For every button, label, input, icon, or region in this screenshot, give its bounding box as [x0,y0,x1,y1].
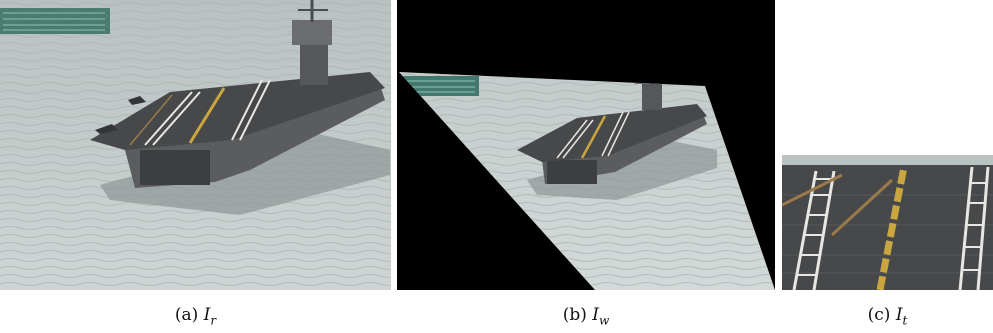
carrier-island [300,45,328,85]
panel-c-template-image [782,155,993,290]
caption-c-label: (c) [867,305,891,325]
panel-a-reference-image [0,0,391,290]
caption-c: (c) It [782,305,993,327]
caption-c-subscript: t [902,313,908,328]
caption-b-label: (b) [562,305,587,325]
yellow-centerline-template [876,166,908,290]
caption-a-symbol: I [203,305,211,325]
panel-b-warped-image [397,0,775,290]
carrier-reference-image [0,0,391,290]
deck-template-image [782,155,993,290]
yellow-centerline [188,87,226,144]
caption-b: (b) Iw [397,305,775,327]
caption-c-symbol: I [895,305,903,325]
caption-a-subscript: r [210,313,217,328]
carrier-warped-image [397,0,775,290]
caption-a: (a) Ir [0,305,391,327]
flight-deck [90,72,385,150]
caption-b-subscript: w [599,313,610,328]
caption-a-label: (a) [174,305,199,325]
caption-b-symbol: I [592,305,599,325]
